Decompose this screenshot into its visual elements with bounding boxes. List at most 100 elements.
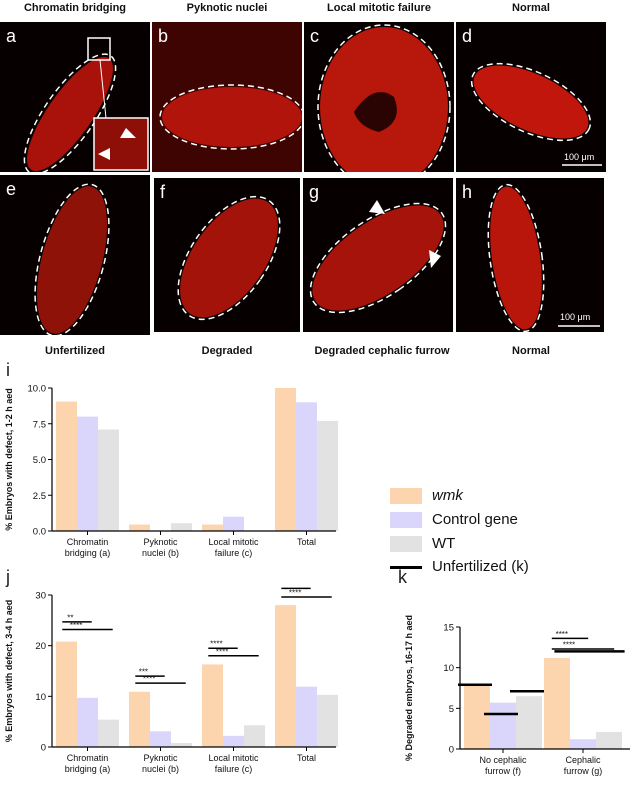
x-tick-label-j-2-0: Local mitotic <box>208 753 259 763</box>
bar-j-series2-group3 <box>317 694 338 747</box>
y-tick-label-k-1: 5 <box>449 704 454 715</box>
bar-k-series2-group1 <box>596 731 622 749</box>
x-tick-label-k-0-1: furrow (f) <box>485 766 521 776</box>
title-chromatin-bridging: Chromatin bridging <box>23 2 127 14</box>
y-tick-label-i-2: 5.0 <box>33 455 46 466</box>
panel-letter-h: h <box>462 182 473 202</box>
embryo-image-d <box>470 62 602 166</box>
embryo-image-c <box>317 24 451 172</box>
chart-letter-k: k <box>398 567 407 587</box>
chart-letter-i: i <box>6 360 10 380</box>
panel-letter-e: e <box>6 179 17 199</box>
panel-g-degraded-cephalic-furrow: g <box>303 178 453 332</box>
x-tick-label-j-0-1: bridging (a) <box>65 764 111 774</box>
y-label-k: % Degraded embryos, 16-17 h aed <box>404 615 414 761</box>
panel-letter-g: g <box>309 182 320 202</box>
bar-i-series2-group1 <box>171 523 192 531</box>
significance-label-j-2: *** <box>139 668 148 677</box>
y-tick-label-j-0: 0 <box>41 743 46 754</box>
panel-a-chromatin-bridging: a <box>0 22 150 172</box>
x-tick-label-k-1-1: furrow (g) <box>564 766 603 776</box>
y-label-i: % Embryos with defect, 1-2 h aed <box>4 388 14 531</box>
y-label-j: % Embryos with defect, 3-4 h aed <box>4 600 14 743</box>
significance-label-k-1: **** <box>563 640 575 649</box>
bar-k-series1-group1 <box>570 739 596 749</box>
bar-j-series1-group1 <box>150 731 171 747</box>
bar-j-series0-group1 <box>129 691 150 747</box>
embryo-image-g <box>309 200 447 314</box>
title-pyknotic-nuclei: Pyknotic nuclei <box>186 2 268 14</box>
arrowhead-icon <box>429 250 441 268</box>
panel-letter-f: f <box>160 182 166 202</box>
x-tick-label-k-1-0: Cephalic <box>565 755 601 765</box>
bar-i-series2-group3 <box>317 420 338 531</box>
significance-label-j-7: **** <box>289 589 301 598</box>
scale-bar-top-label: 100 μm <box>564 152 595 162</box>
x-tick-label-j-1-0: Pyknotic <box>143 753 178 763</box>
title-normal-bottom: Normal <box>512 345 550 357</box>
embryo-image-f <box>177 195 281 321</box>
significance-label-j-5: **** <box>216 647 228 656</box>
y-tick-label-k-3: 15 <box>443 623 454 634</box>
arrowhead-icon <box>369 200 385 214</box>
y-tick-label-k-2: 10 <box>443 663 454 674</box>
y-tick-label-i-4: 10.0 <box>28 384 47 395</box>
panel-h-normal: h 100 μm <box>456 178 604 332</box>
panel-f-degraded: f <box>154 178 300 332</box>
bar-i-series1-group2 <box>223 516 244 531</box>
bar-k-series0-group1 <box>544 657 570 749</box>
chart-letter-j: j <box>6 567 10 587</box>
panel-letter-b: b <box>158 26 169 46</box>
embryo-image-a <box>23 37 149 172</box>
x-tick-label-i-3-0: Total <box>297 537 316 547</box>
legend-label-wt: WT <box>432 535 456 552</box>
x-tick-label-i-1-1: nuclei (b) <box>142 548 179 558</box>
x-tick-label-j-1-1: nuclei (b) <box>142 764 179 774</box>
y-tick-label-i-1: 2.5 <box>33 491 46 502</box>
x-tick-label-i-2-0: Local mitotic <box>208 537 259 547</box>
y-tick-label-k-0: 0 <box>449 745 454 756</box>
panel-letter-a: a <box>6 26 17 46</box>
bar-j-series2-group2 <box>244 725 265 747</box>
title-unfertilized: Unfertilized <box>45 345 105 357</box>
bar-j-series1-group3 <box>296 686 317 747</box>
bar-i-series0-group3 <box>275 388 296 531</box>
title-normal-top: Normal <box>512 2 550 14</box>
y-tick-label-j-3: 30 <box>35 591 46 602</box>
legend-swatch-wt <box>390 536 422 552</box>
y-tick-label-i-3: 7.5 <box>33 419 46 430</box>
embryo-image-e <box>34 183 110 335</box>
significance-label-k-0: **** <box>556 630 568 639</box>
arrowhead-icon <box>120 128 136 138</box>
embryo-image-h <box>487 183 600 332</box>
significance-label-j-0: ** <box>67 613 73 622</box>
legend-label-wmk: wmk <box>432 487 463 504</box>
legend-label-control: Control gene <box>432 511 518 528</box>
significance-label-j-1: **** <box>70 621 82 630</box>
bar-j-series0-group2 <box>202 664 223 747</box>
bar-k-series2-group0 <box>516 696 542 749</box>
x-tick-label-j-0-0: Chromatin <box>67 753 109 763</box>
legend-line-unfertilized <box>390 566 422 569</box>
bar-i-series2-group0 <box>98 429 119 531</box>
x-tick-label-j-2-1: failure (c) <box>215 764 253 774</box>
significance-label-j-4: **** <box>210 640 222 649</box>
legend: wmk Control gene WT Unfertilized (k) <box>388 486 628 596</box>
bar-k-series1-group0 <box>490 702 516 749</box>
legend-label-unfertilized: Unfertilized (k) <box>432 558 529 575</box>
bar-j-series2-group1 <box>171 742 192 747</box>
x-tick-label-i-2-1: failure (c) <box>215 548 253 558</box>
x-tick-label-i-0-1: bridging (a) <box>65 548 111 558</box>
x-tick-label-i-1-0: Pyknotic <box>143 537 178 547</box>
significance-label-j-6: **** <box>283 587 295 589</box>
y-tick-label-i-0: 0.0 <box>33 527 46 538</box>
x-tick-label-j-3-0: Total <box>297 753 316 763</box>
bar-j-series1-group0 <box>77 697 98 747</box>
panel-letter-d: d <box>462 26 473 46</box>
title-degraded: Degraded <box>201 345 253 357</box>
scale-bar-bottom-label: 100 μm <box>560 312 591 322</box>
bar-i-series0-group1 <box>129 524 150 531</box>
panel-b-pyknotic-nuclei: b <box>152 22 302 172</box>
